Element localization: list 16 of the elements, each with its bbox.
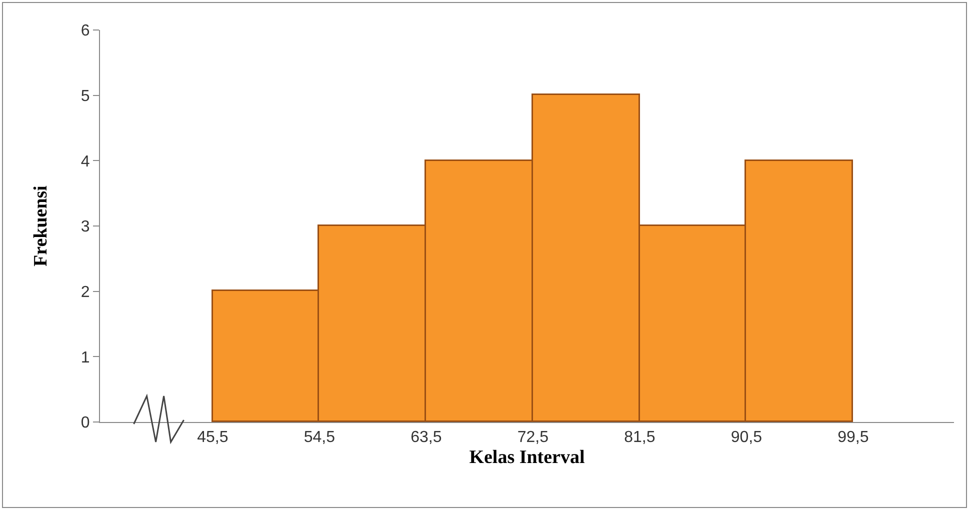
x-axis-title: Kelas Interval: [469, 447, 585, 468]
y-tick-label: 6: [80, 22, 90, 40]
x-tick-label: 45,5: [197, 429, 228, 446]
y-tick-label: 3: [80, 218, 90, 236]
x-tick-label: 99,5: [838, 429, 869, 446]
y-tick-label: 4: [80, 153, 90, 170]
x-tick-label: 63,5: [410, 429, 442, 446]
x-tick-label: 72,5: [517, 429, 549, 446]
y-axis-title: Frekuensi: [30, 186, 52, 266]
y-tick-label: 2: [80, 284, 90, 301]
x-tick-label: 90,5: [730, 429, 762, 446]
x-tick-label: 81,5: [624, 429, 656, 446]
x-tick-label: 54,5: [304, 429, 336, 446]
y-tick-label: 5: [80, 88, 90, 105]
y-tick-label: 1: [80, 349, 90, 366]
y-tick-label: 0: [80, 414, 90, 432]
